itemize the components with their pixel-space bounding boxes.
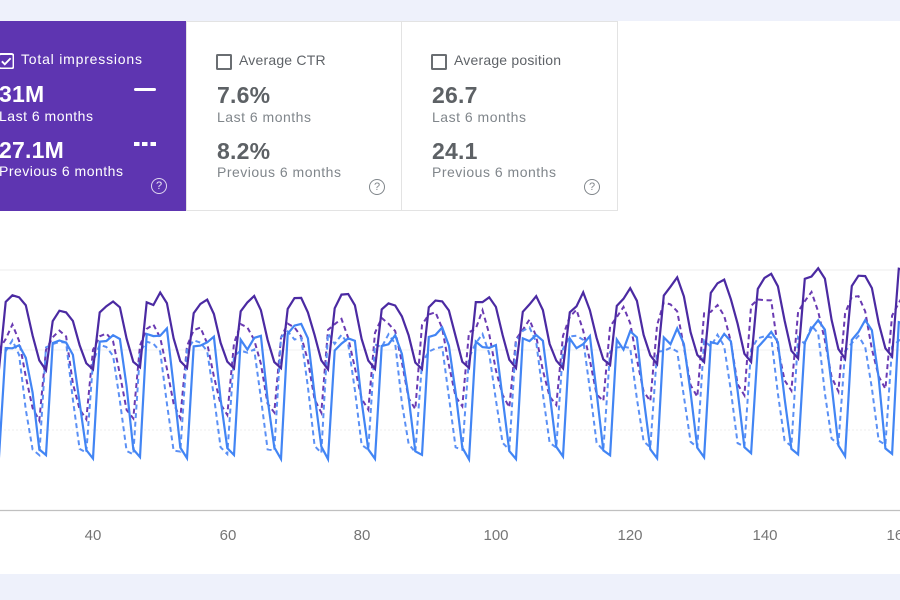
svg-text:120: 120 bbox=[617, 527, 642, 544]
svg-text:60: 60 bbox=[220, 527, 237, 544]
svg-text:160: 160 bbox=[886, 527, 900, 544]
svg-text:140: 140 bbox=[752, 527, 777, 544]
svg-text:100: 100 bbox=[483, 527, 508, 544]
svg-text:80: 80 bbox=[354, 527, 371, 544]
svg-text:40: 40 bbox=[85, 527, 102, 544]
